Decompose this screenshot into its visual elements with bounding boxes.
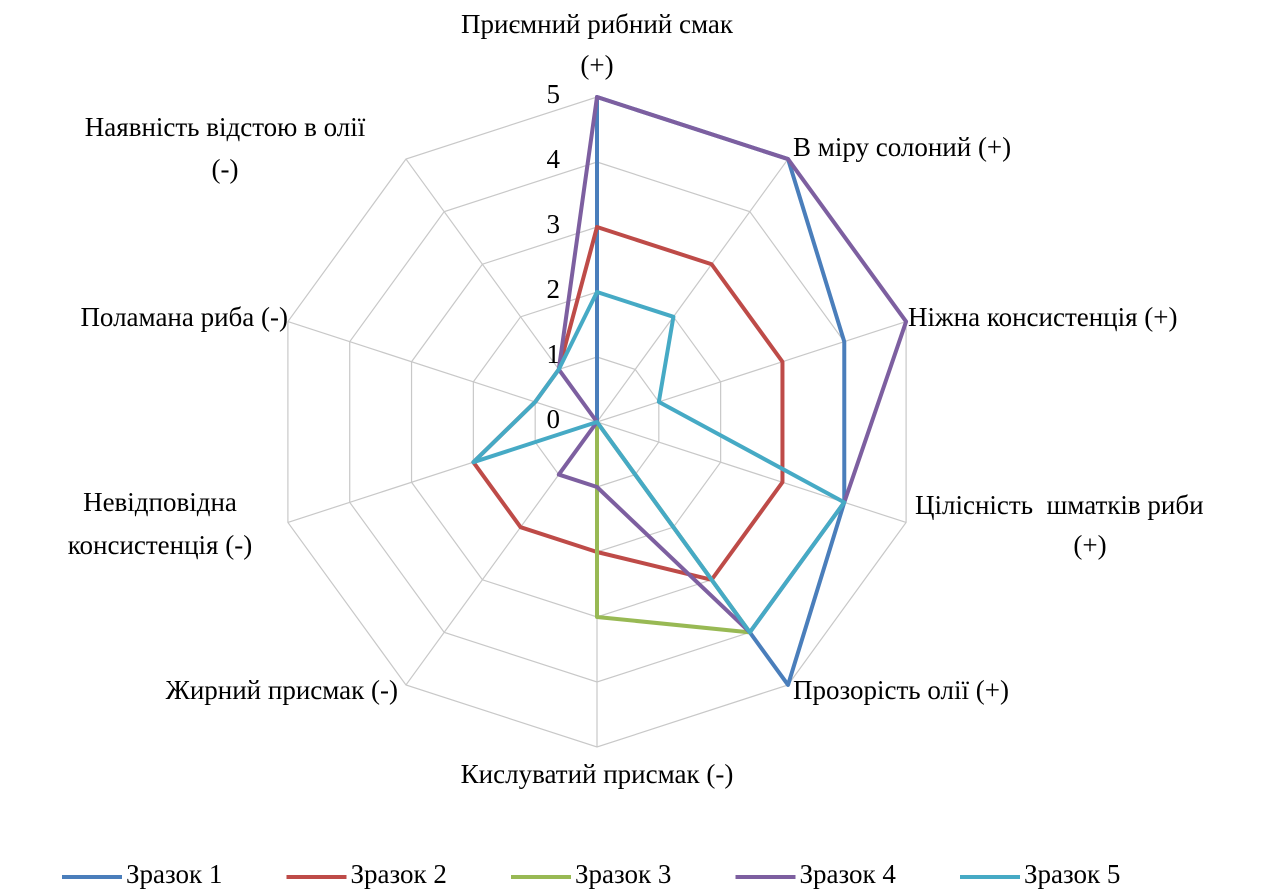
axis-label: Кислуватий присмак (-) bbox=[461, 759, 734, 789]
series-line bbox=[471, 290, 847, 635]
legend-label: Зразок 4 bbox=[800, 859, 897, 889]
axis-label: Невідповідна bbox=[83, 487, 237, 517]
axis-spoke bbox=[596, 421, 907, 524]
axis-spoke bbox=[596, 158, 789, 423]
axis-label: (+) bbox=[580, 50, 613, 80]
legend-label: Зразок 3 bbox=[575, 859, 671, 889]
axis-label: Прозорість олії (+) bbox=[793, 675, 1009, 705]
axis-label: Жирний присмак (-) bbox=[166, 675, 398, 705]
axis-spoke bbox=[287, 320, 598, 423]
axis-spoke bbox=[596, 320, 907, 423]
axis-label: Ніжна консистенція (+) bbox=[908, 302, 1178, 332]
legend-label: Зразок 2 bbox=[351, 859, 447, 889]
axis-label: В міру солоний (+) bbox=[793, 132, 1011, 162]
axis-label: Приємний рибний смак bbox=[461, 9, 734, 39]
axis-label: (+) bbox=[1073, 530, 1106, 560]
axis-label: консистенція (-) bbox=[68, 530, 252, 560]
tick-label: 3 bbox=[547, 209, 561, 239]
tick-label: 1 bbox=[547, 339, 561, 369]
legend-label: Зразок 1 bbox=[126, 859, 222, 889]
tick-label: 4 bbox=[547, 144, 561, 174]
series-line bbox=[556, 95, 909, 635]
axis-label: (-) bbox=[212, 154, 239, 184]
tick-label: 0 bbox=[547, 404, 561, 434]
legend-label: Зразок 5 bbox=[1024, 859, 1120, 889]
series-line bbox=[471, 225, 785, 582]
tick-label: 5 bbox=[547, 79, 561, 109]
axis-label: Наявність відстою в олії bbox=[85, 112, 366, 142]
tick-label: 2 bbox=[547, 274, 561, 304]
axis-label: Поламана риба (-) bbox=[80, 302, 288, 332]
axis-label: Цілісність шматків риби bbox=[915, 490, 1204, 520]
